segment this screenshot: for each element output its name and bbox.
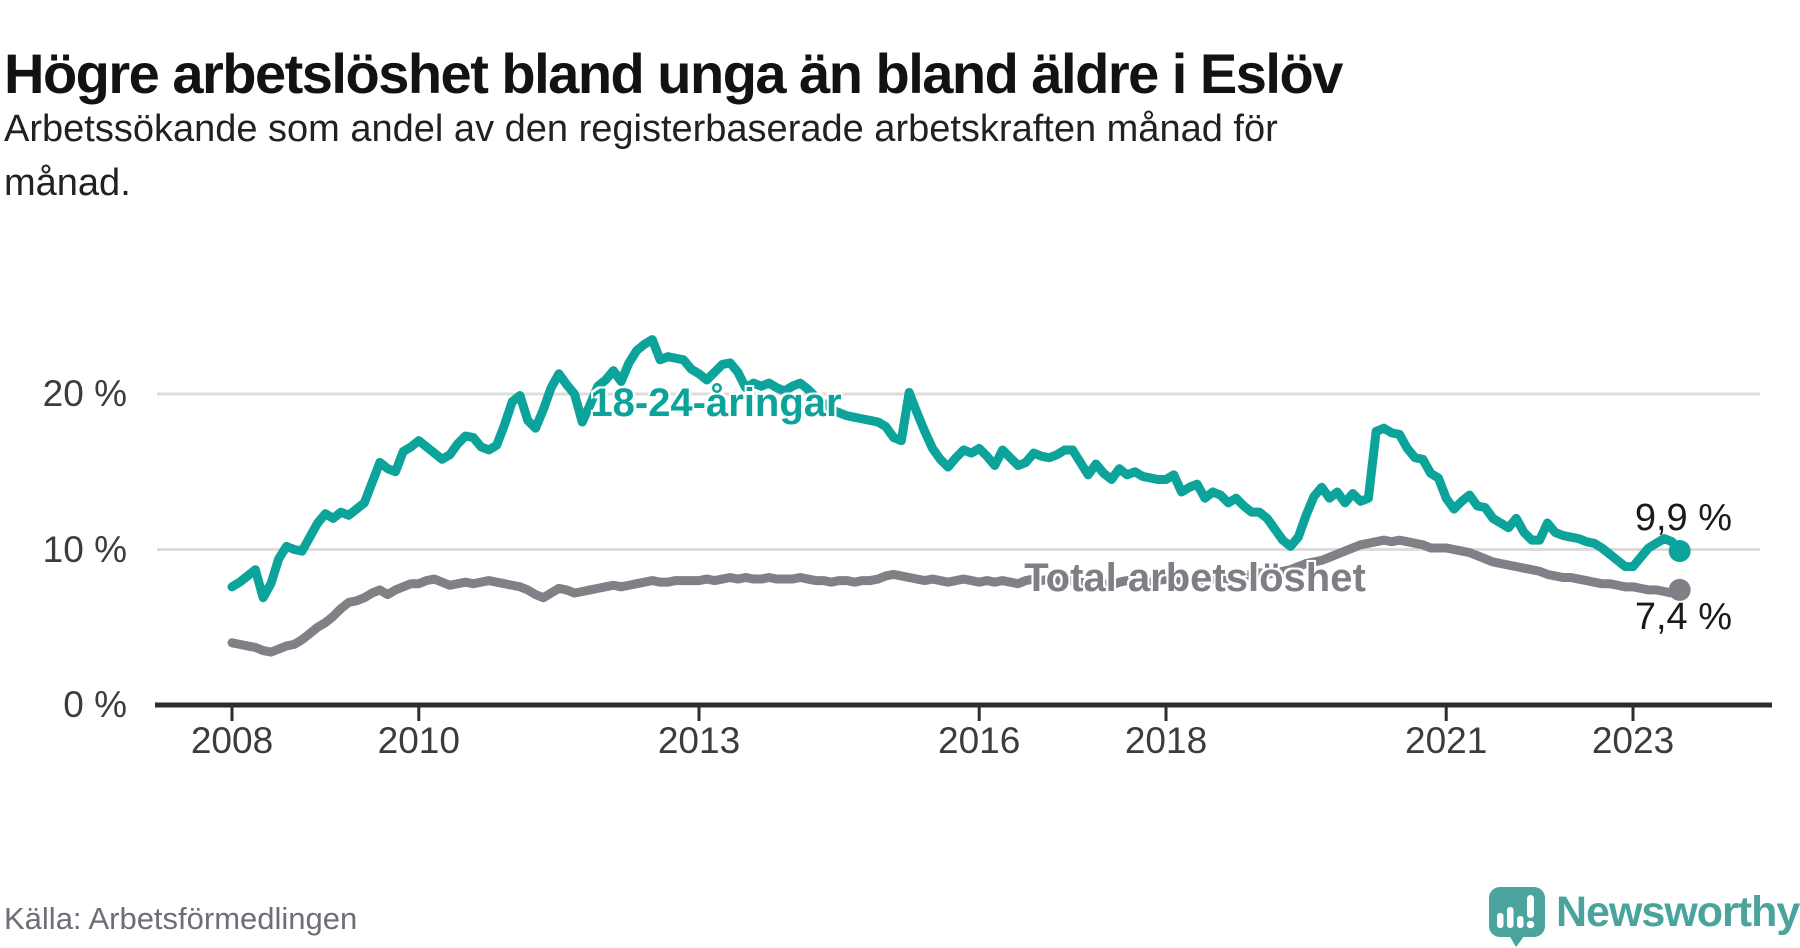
y-axis-label: 20 %: [42, 373, 127, 414]
x-axis-label: 2008: [190, 720, 274, 761]
subtitle-line-2: månad.: [4, 162, 131, 205]
chart-subtitle: Arbetssökande som andel av den registerb…: [4, 102, 1504, 211]
series-label-youth: 18-24-åringar: [590, 381, 842, 425]
x-axis-label: 2016: [938, 720, 1021, 761]
end-dot-youth: [1668, 540, 1691, 563]
subtitle-line-1: Arbetssökande som andel av den registerb…: [4, 108, 1278, 150]
newsworthy-logo[interactable]: Newsworthy: [1488, 886, 1800, 948]
newsworthy-wordmark: Newsworthy: [1556, 888, 1800, 936]
source-note: Källa: Arbetsförmedlingen: [4, 901, 358, 936]
newsworthy-icon: [1489, 887, 1545, 947]
end-dot-total: [1668, 578, 1691, 601]
x-axis-label: 2010: [377, 720, 460, 761]
y-axis-label: 0 %: [63, 684, 127, 725]
line-youth: [227, 335, 1685, 603]
x-axis-label: 2023: [1591, 720, 1675, 761]
end-value-label-total: 7,4 %: [1634, 596, 1732, 638]
page-title: Högre arbetslöshet bland unga än bland ä…: [4, 41, 1343, 105]
end-value-label-youth: 9,9 %: [1634, 497, 1732, 539]
y-axis-label: 10 %: [42, 528, 127, 570]
x-axis-label: 2013: [657, 720, 741, 761]
x-axis-label: 2021: [1405, 720, 1488, 761]
x-axis-label: 2018: [1124, 720, 1208, 761]
series-label-total: Total arbetslöshet: [1024, 556, 1366, 600]
line-total: [227, 535, 1685, 657]
